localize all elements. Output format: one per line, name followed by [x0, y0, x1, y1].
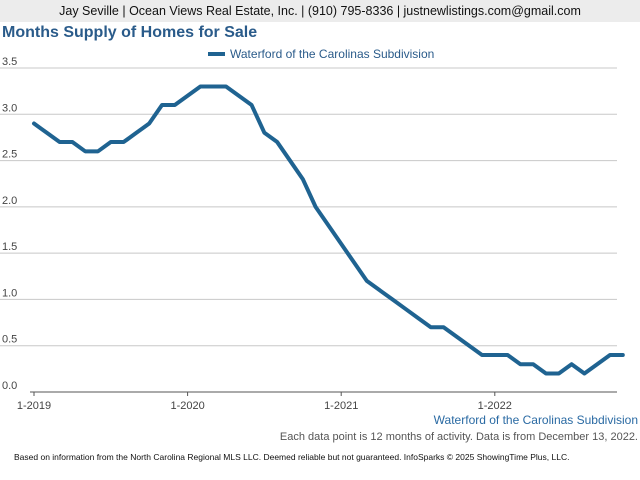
chart-title: Months Supply of Homes for Sale [2, 24, 258, 41]
y-tick-label: 2.0 [2, 195, 17, 207]
y-tick-label: 1.0 [2, 287, 17, 299]
y-axis-tick-labels: 0.0 0.5 1.0 1.5 2.0 2.5 3.0 3.5 [2, 56, 17, 392]
x-tick-label: 1-2019 [17, 400, 51, 412]
series-lines [32, 84, 625, 376]
header-bar: Jay Seville | Ocean Views Real Estate, I… [0, 0, 640, 22]
y-tick-label: 0.5 [2, 334, 17, 346]
y-tick-label: 2.5 [2, 149, 17, 161]
series-line [32, 84, 625, 376]
y-tick-label: 3.0 [2, 102, 17, 114]
legend: Waterford of the Carolinas Subdivision [208, 47, 434, 61]
y-tick-label: 0.0 [2, 380, 17, 392]
x-axis-tick-labels: 1-2019 1-2020 1-2021 1-2022 [17, 392, 512, 412]
x-tick-label: 1-2020 [170, 400, 204, 412]
gridlines [0, 67, 617, 347]
data-note: Each data point is 12 months of activity… [279, 431, 638, 443]
y-tick-label: 3.5 [2, 56, 17, 68]
series-caption: Waterford of the Carolinas Subdivision [433, 413, 638, 427]
legend-label: Waterford of the Carolinas Subdivision [230, 47, 434, 61]
x-tick-label: 1-2022 [478, 400, 512, 412]
y-tick-label: 1.5 [2, 241, 17, 253]
footer-disclaimer: Based on information from the North Caro… [14, 452, 570, 462]
x-tick-label: 1-2021 [324, 400, 358, 412]
